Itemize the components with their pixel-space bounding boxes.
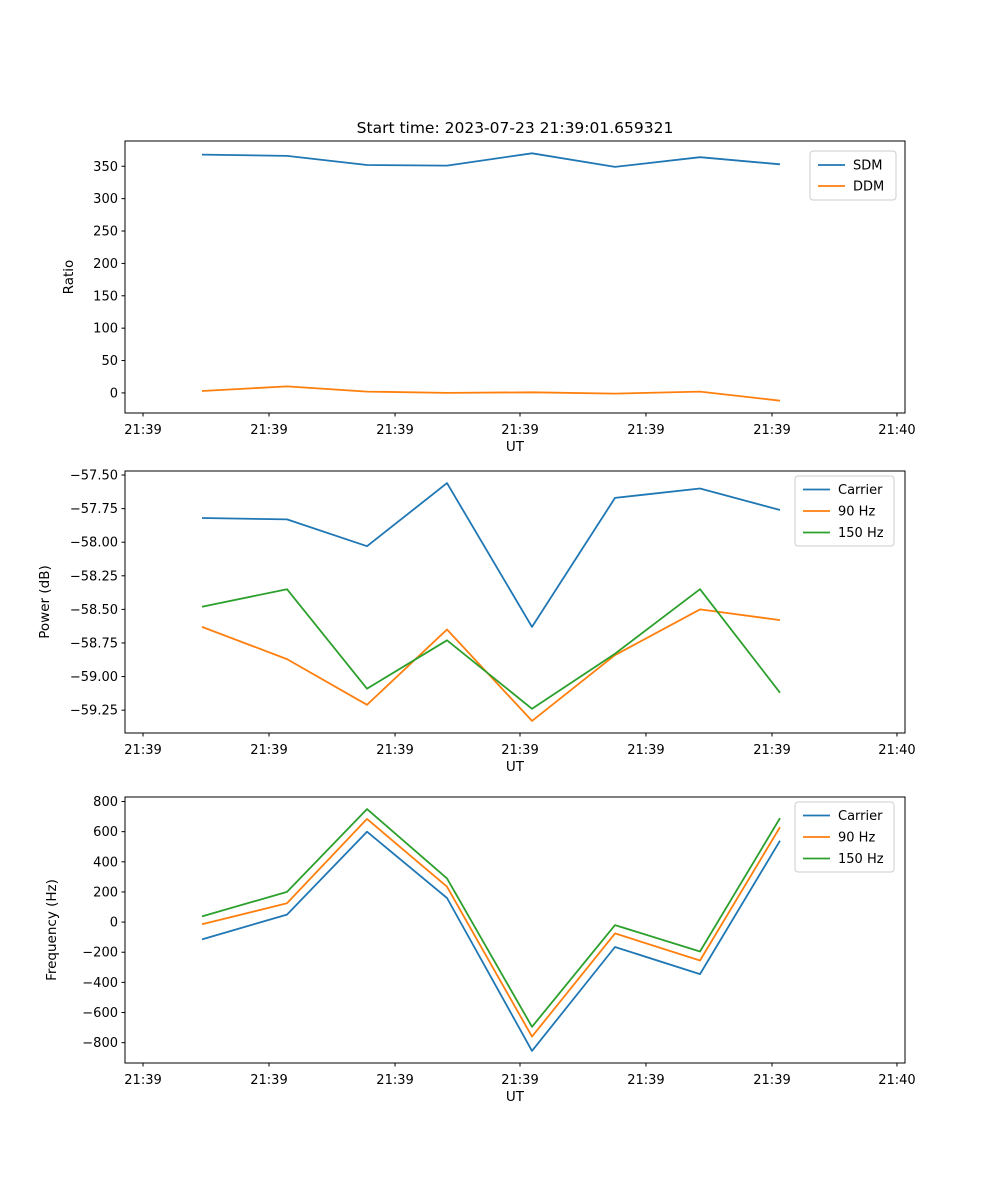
y-tick-label: −800 [82,1036,118,1051]
x-tick-label: 21:39 [753,1073,790,1088]
x-axis-label: UT [506,1089,525,1105]
series-line-150-hz [201,808,781,1028]
x-tick-label: 21:39 [376,423,413,438]
x-tick-label: 21:39 [124,743,161,758]
legend-label: 150 Hz [838,852,884,867]
x-tick-label: 21:40 [878,743,915,758]
y-tick-label: 600 [93,825,118,840]
series-line-ddm [201,385,781,402]
subplot-1: 0 50 100 150 200 250 300 350 21:39 21:39 21:39 21:3… [61,119,916,455]
y-tick-label: 150 [93,289,118,304]
y-tick-label: −59.25 [70,704,118,719]
y-tick-label: 300 [93,192,118,207]
x-tick-label: 21:40 [878,423,915,438]
x-tick-label: 21:39 [753,423,790,438]
axes-frame [124,470,906,734]
y-tick-label: −59.00 [70,670,118,685]
x-tick-label: 21:39 [250,423,287,438]
y-tick-label: 50 [101,354,118,369]
y-tick-label: −57.50 [70,469,118,484]
legend-label: Carrier [838,809,883,824]
legend-label: SDM [853,159,882,174]
legend-label: 90 Hz [838,831,875,846]
legend-label: Carrier [838,483,883,498]
x-tick-label: 21:39 [124,1073,161,1088]
legend-box [794,801,895,873]
x-axis-label: UT [506,759,525,775]
x-tick-label: 21:39 [753,743,790,758]
x-tick-label: 21:39 [376,1073,413,1088]
legend-box [794,475,895,547]
y-axis-label: Frequency (Hz) [44,879,60,981]
x-tick-label: 21:39 [250,1073,287,1088]
x-tick-label: 21:39 [627,423,664,438]
y-tick-label: −58.25 [70,569,118,584]
series-line-90-hz [201,818,781,1038]
subplot-2: −57.50 −57.75 −58.00 −58.25 −58.50 −58.75 −59.… [37,469,916,775]
series-line-carrier [201,830,781,1052]
x-axis-label: UT [506,439,525,455]
y-tick-label: 800 [93,795,118,810]
x-tick-label: 21:39 [501,743,538,758]
y-tick-label: 250 [93,225,118,240]
axes-frame [124,140,906,414]
x-tick-label: 21:39 [627,743,664,758]
series-line-150-hz [201,588,781,710]
y-tick-label: 200 [93,885,118,900]
y-tick-label: 0 [110,916,118,931]
y-axis-label: Ratio [61,260,77,295]
series-line-carrier [201,482,781,628]
x-tick-label: 21:39 [501,1073,538,1088]
y-tick-label: 400 [93,855,118,870]
y-tick-label: 100 [93,322,118,337]
y-tick-label: −400 [82,976,118,991]
legend-box [809,150,897,201]
legend-label: DDM [853,180,884,195]
subplot-3: 800 600 400 200 0 −200 −400 −600 −800 21:39 21:39 2… [44,795,916,1105]
y-tick-label: −57.75 [70,502,118,517]
y-tick-label: −58.75 [70,636,118,651]
x-tick-label: 21:39 [627,1073,664,1088]
series-line-90-hz [201,608,781,722]
y-tick-label: 350 [93,160,118,175]
y-tick-label: −200 [82,946,118,961]
x-tick-label: 21:39 [376,743,413,758]
x-tick-label: 21:39 [250,743,287,758]
series-line-sdm [201,152,781,168]
figure-title: Start time: 2023-07-23 21:39:01.659321 [357,119,674,137]
y-tick-label: 200 [93,257,118,272]
y-tick-label: −58.00 [70,536,118,551]
y-tick-label: 0 [110,386,118,401]
legend-label: 90 Hz [838,505,875,520]
x-tick-label: 21:39 [501,423,538,438]
y-axis-label: Power (dB) [37,565,53,638]
y-tick-label: −58.50 [70,603,118,618]
axes-frame [124,796,906,1064]
y-tick-label: −600 [82,1006,118,1021]
x-tick-label: 21:39 [124,423,161,438]
legend-label: 150 Hz [838,526,884,541]
x-tick-label: 21:40 [878,1073,915,1088]
